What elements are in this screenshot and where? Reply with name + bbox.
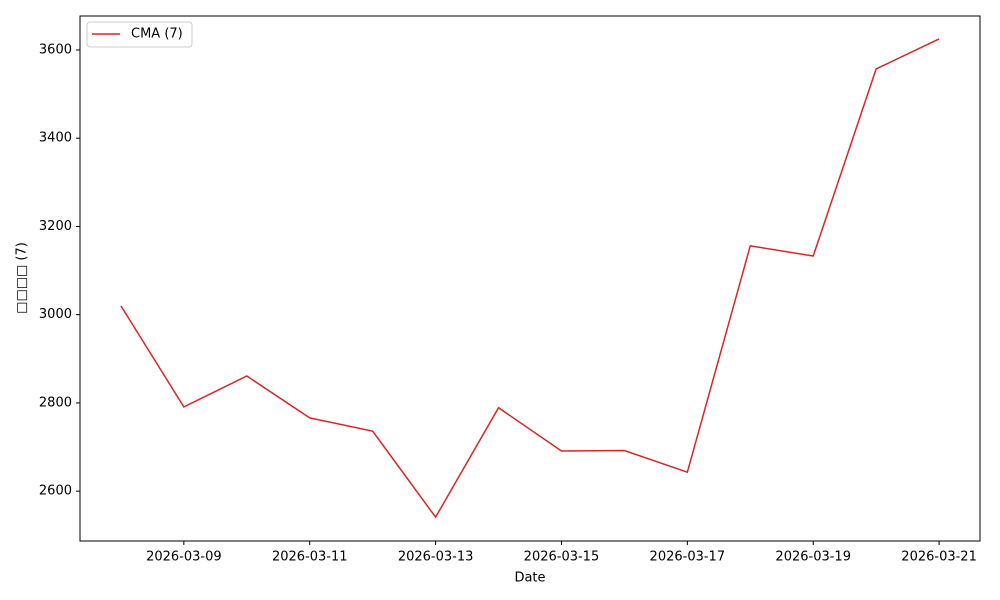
y-tick-label: 2600 <box>39 484 72 499</box>
x-tick-label: 2026-03-17 <box>650 550 726 565</box>
x-tick-label: 2026-03-21 <box>901 550 977 565</box>
y-tick-label: 3400 <box>39 131 72 146</box>
x-tick-label: 2026-03-15 <box>524 550 600 565</box>
x-tick-label: 2026-03-09 <box>146 550 222 565</box>
y-tick-label: 2800 <box>39 395 72 410</box>
x-tick-label: 2026-03-13 <box>398 550 474 565</box>
plot-frame <box>79 15 981 542</box>
x-tick-label: 2026-03-11 <box>272 550 348 565</box>
legend-label: CMA (7) <box>131 27 183 42</box>
legend-box <box>86 21 193 48</box>
y-tick-label: 3600 <box>39 42 72 57</box>
x-axis-label: Date <box>514 571 545 586</box>
y-tick-label: 3200 <box>39 219 72 234</box>
x-tick-label: 2026-03-19 <box>775 550 851 565</box>
y-axis-label: □□□□ (7) <box>15 242 30 314</box>
line-series <box>120 38 940 519</box>
y-tick-label: 3000 <box>39 307 72 322</box>
